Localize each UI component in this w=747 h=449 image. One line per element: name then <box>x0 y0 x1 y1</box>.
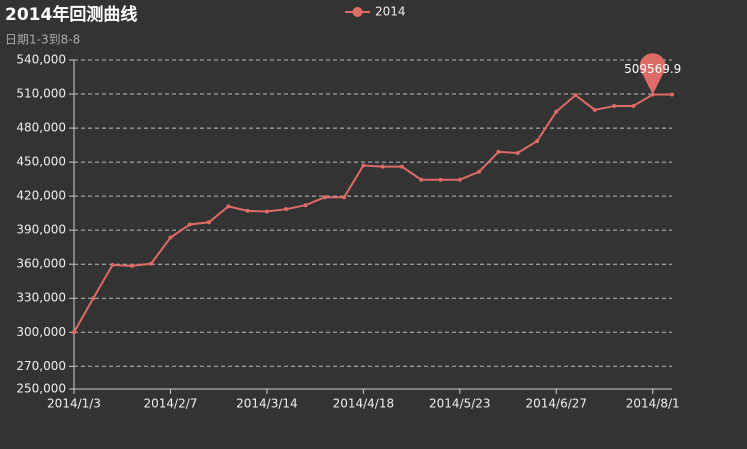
x-tick-label: 2014/5/23 <box>429 397 491 411</box>
data-point <box>515 151 520 156</box>
y-tick-label: 480,000 <box>16 121 66 135</box>
data-point <box>631 103 636 108</box>
x-tick-label: 2014/2/7 <box>143 397 197 411</box>
chart-subtitle: 日期1-3到8-8 <box>5 33 80 47</box>
data-point <box>168 235 173 240</box>
data-point <box>110 262 115 267</box>
data-point <box>438 177 443 182</box>
x-tick-label: 2014/1/3 <box>47 397 101 411</box>
data-point <box>670 92 674 97</box>
data-point <box>457 177 462 182</box>
data-point <box>284 207 289 212</box>
data-point <box>245 208 250 213</box>
y-tick-label: 360,000 <box>16 257 66 271</box>
y-tick-label: 300,000 <box>16 325 66 339</box>
max-label: 509569.9 <box>624 62 681 76</box>
y-tick-label: 250,000 <box>16 382 66 396</box>
y-tick-label: 270,000 <box>16 359 66 373</box>
data-point <box>187 222 192 227</box>
x-tick-label: 2014/3/14 <box>236 397 298 411</box>
data-point <box>72 330 76 335</box>
y-tick-label: 390,000 <box>16 223 66 237</box>
y-tick-label: 540,000 <box>16 53 66 67</box>
data-point <box>380 164 385 169</box>
data-point <box>573 93 578 98</box>
data-point <box>91 296 96 301</box>
x-tick-label: 2014/8/1 <box>626 397 680 411</box>
data-point <box>399 164 404 169</box>
data-point <box>592 107 597 112</box>
legend-marker <box>352 7 363 17</box>
data-point <box>207 220 212 225</box>
data-point <box>342 195 347 200</box>
data-point <box>534 139 539 144</box>
chart-title: 2014年回测曲线 <box>5 4 137 25</box>
data-point <box>264 209 269 214</box>
data-point <box>149 261 154 266</box>
data-point <box>303 203 308 208</box>
max-pin <box>639 53 666 95</box>
x-tick-label: 2014/6/27 <box>525 397 587 411</box>
y-tick-label: 330,000 <box>16 291 66 305</box>
x-tick-label: 2014/4/18 <box>333 397 395 411</box>
data-point <box>322 195 327 200</box>
data-point <box>554 109 559 114</box>
data-point <box>226 204 231 209</box>
series-line <box>73 93 672 333</box>
data-point <box>496 149 501 154</box>
legend-label: 2014 <box>375 5 406 19</box>
data-point <box>612 103 617 108</box>
y-tick-label: 510,000 <box>16 87 66 101</box>
data-point <box>129 263 134 268</box>
data-point <box>477 169 482 174</box>
y-tick-label: 450,000 <box>16 155 66 169</box>
data-point <box>361 163 366 168</box>
data-point <box>419 177 424 182</box>
y-tick-label: 420,000 <box>16 189 66 203</box>
